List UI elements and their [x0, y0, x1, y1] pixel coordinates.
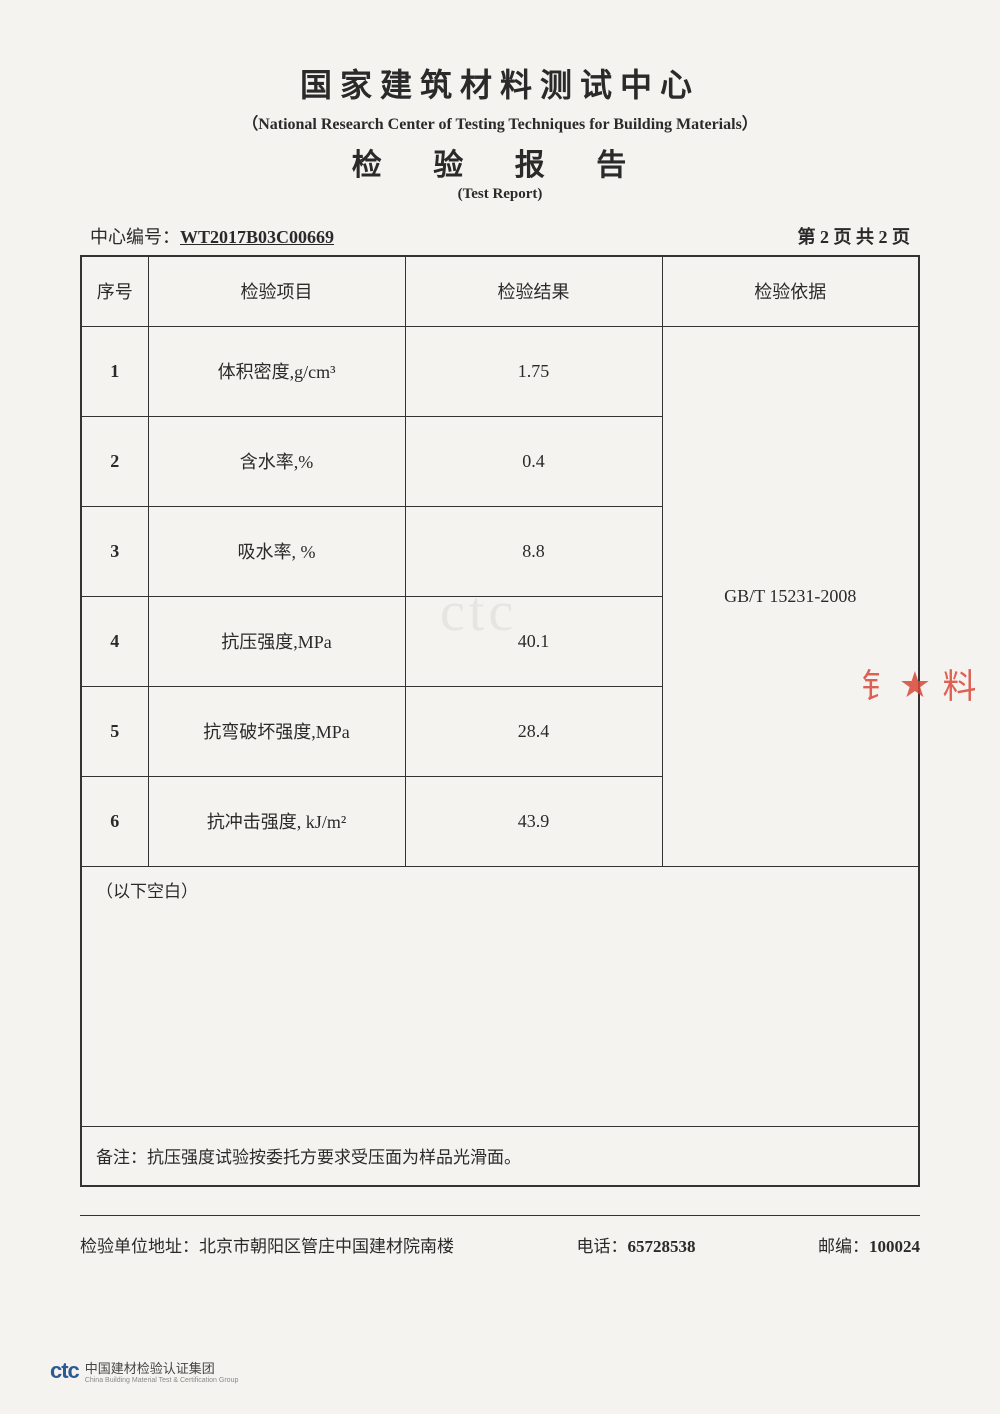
cell-idx: 6: [81, 776, 148, 866]
footer-address: 检验单位地址：北京市朝阳区管庄中国建材院南楼: [80, 1232, 454, 1257]
logo-footer: ctc 中国建材检验认证集团 China Building Material T…: [50, 1358, 238, 1384]
zip-value: 100024: [869, 1237, 920, 1256]
cell-basis: GB/T 15231-2008: [662, 326, 919, 866]
cell-idx: 1: [81, 326, 148, 416]
doc-id-block: 中心编号：WT2017B03C00669: [90, 223, 334, 249]
table-header-row: 序号 检验项目 检验结果 检验依据: [81, 256, 919, 326]
col-header-result: 检验结果: [405, 256, 662, 326]
report-title-cn: 检 验 报 告: [80, 140, 920, 184]
doc-id-label: 中心编号：: [90, 227, 180, 247]
cell-idx: 4: [81, 596, 148, 686]
table-row: 1 体积密度,g/cm³ 1.75 GB/T 15231-2008: [81, 326, 919, 416]
address-value: 北京市朝阳区管庄中国建材院南楼: [199, 1237, 454, 1256]
logo-text-en: China Building Material Test & Certifica…: [85, 1377, 239, 1384]
cell-item: 抗压强度,MPa: [148, 596, 405, 686]
cell-result: 43.9: [405, 776, 662, 866]
cell-result: 1.75: [405, 326, 662, 416]
cell-result: 8.8: [405, 506, 662, 596]
test-results-table: 序号 检验项目 检验结果 检验依据 1 体积密度,g/cm³ 1.75 GB/T…: [80, 255, 920, 1187]
page-number: 第 2 页 共 2 页: [798, 223, 911, 249]
doc-id-value: WT2017B03C00669: [180, 227, 334, 247]
org-title-cn: 国家建筑材料测试中心: [80, 60, 920, 106]
star-icon: ★: [899, 664, 931, 706]
tel-value: 65728538: [628, 1237, 696, 1256]
stamp-text-1: 料: [931, 668, 980, 702]
cell-item: 体积密度,g/cm³: [148, 326, 405, 416]
cell-idx: 2: [81, 416, 148, 506]
remark-row: 备注：抗压强度试验按委托方要求受压面为样品光滑面。: [81, 1126, 919, 1186]
cell-item: 含水率,%: [148, 416, 405, 506]
col-header-idx: 序号: [81, 256, 148, 326]
cell-idx: 5: [81, 686, 148, 776]
footer-tel: 电话：65728538: [577, 1232, 696, 1257]
cell-result: 40.1: [405, 596, 662, 686]
col-header-item: 检验项目: [148, 256, 405, 326]
stamp-text-2: 钅: [850, 668, 899, 702]
remark-label: 备注：: [96, 1148, 147, 1167]
blank-cell: （以下空白）: [81, 866, 919, 1126]
remark-cell: 备注：抗压强度试验按委托方要求受压面为样品光滑面。: [81, 1126, 919, 1186]
zip-label: 邮编：: [818, 1237, 869, 1256]
blank-row: （以下空白）: [81, 866, 919, 1126]
cell-item: 抗弯破坏强度,MPa: [148, 686, 405, 776]
address-label: 检验单位地址：: [80, 1237, 199, 1256]
org-title-en: （National Research Center of Testing Tec…: [80, 110, 920, 134]
cell-item: 抗冲击强度, kJ/m²: [148, 776, 405, 866]
cell-result: 0.4: [405, 416, 662, 506]
cell-result: 28.4: [405, 686, 662, 776]
footer-zip: 邮编：100024: [818, 1232, 920, 1257]
cell-item: 吸水率, %: [148, 506, 405, 596]
cell-idx: 3: [81, 506, 148, 596]
stamp-icon: 料 ★ 钅: [850, 660, 980, 710]
remark-text: 抗压强度试验按委托方要求受压面为样品光滑面。: [147, 1148, 521, 1167]
footer-info: 检验单位地址：北京市朝阳区管庄中国建材院南楼 电话：65728538 邮编：10…: [80, 1215, 920, 1257]
col-header-basis: 检验依据: [662, 256, 919, 326]
tel-label: 电话：: [577, 1237, 628, 1256]
logo-text-cn: 中国建材检验认证集团: [85, 1358, 239, 1377]
logo-icon: ctc: [50, 1358, 79, 1384]
report-title-en: (Test Report): [80, 186, 920, 203]
